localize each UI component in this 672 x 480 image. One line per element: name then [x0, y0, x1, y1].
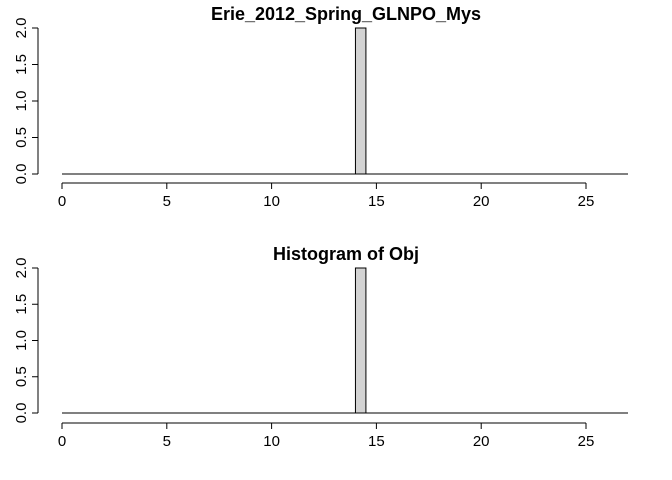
y-tick-label: 2.0	[13, 258, 30, 279]
x-tick-label: 10	[263, 193, 280, 210]
y-tick-label: 0.0	[13, 164, 30, 185]
x-tick-label: 15	[368, 433, 385, 450]
x-tick-label: 10	[263, 433, 280, 450]
x-tick-label: 25	[578, 193, 595, 210]
x-tick-label: 0	[58, 433, 66, 450]
histogram-panel-1: Erie_2012_Spring_GLNPO_Mys 0.0 0.5 1.0 1.5 2.…	[13, 4, 628, 210]
x-tick-label: 25	[578, 433, 595, 450]
y-tick-label: 0.5	[13, 127, 30, 148]
x-tick-label: 0	[58, 193, 66, 210]
x-tick-label: 5	[163, 433, 171, 450]
x-tick-label: 15	[368, 193, 385, 210]
y-tick-label: 1.5	[13, 54, 30, 75]
y-tick-label: 0.5	[13, 366, 30, 387]
histogram-bar	[354, 267, 367, 414]
y-tick-label: 1.0	[13, 91, 30, 112]
chart-title: Erie_2012_Spring_GLNPO_Mys	[211, 4, 481, 24]
y-tick-label: 1.0	[13, 330, 30, 351]
y-tick-label: 1.5	[13, 294, 30, 315]
y-tick-label: 2.0	[13, 18, 30, 39]
x-tick-label: 20	[473, 433, 490, 450]
histogram-bar	[354, 27, 367, 175]
y-tick-label: 0.0	[13, 403, 30, 424]
chart-title: Histogram of Obj	[273, 244, 419, 264]
histogram-panel-2: Histogram of Obj 0.0 0.5 1.0 1.5 2.0 0 5 10 15 20 2…	[13, 244, 628, 450]
x-tick-label: 20	[473, 193, 490, 210]
x-tick-label: 5	[163, 193, 171, 210]
